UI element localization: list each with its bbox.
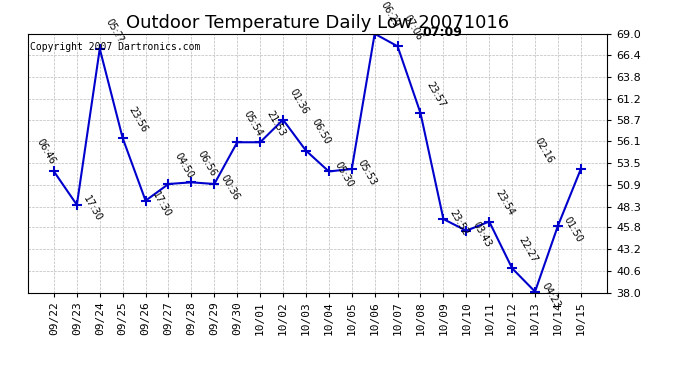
Text: 02:16: 02:16	[532, 136, 555, 165]
Text: 05:??: 05:??	[104, 17, 126, 45]
Text: 04:50: 04:50	[172, 151, 195, 180]
Text: 05:30: 05:30	[333, 160, 355, 189]
Text: 06:29: 06:29	[379, 0, 402, 30]
Text: 07:09: 07:09	[422, 26, 462, 39]
Text: 07:06: 07:06	[402, 13, 424, 42]
Text: 23:54: 23:54	[493, 188, 516, 218]
Text: 00:36: 00:36	[219, 173, 241, 202]
Text: 06:50: 06:50	[310, 117, 333, 147]
Text: 06:56: 06:56	[195, 149, 218, 178]
Text: 23:56: 23:56	[127, 105, 150, 134]
Text: 01:36: 01:36	[287, 87, 310, 116]
Text: 06:46: 06:46	[34, 137, 57, 166]
Text: 03:43: 03:43	[471, 220, 493, 249]
Text: Copyright 2007 Dartronics.com: Copyright 2007 Dartronics.com	[30, 42, 201, 51]
Title: Outdoor Temperature Daily Low 20071016: Outdoor Temperature Daily Low 20071016	[126, 14, 509, 32]
Text: 21:53: 21:53	[264, 109, 287, 138]
Text: 23:57: 23:57	[424, 80, 447, 109]
Text: 01:50: 01:50	[562, 214, 584, 244]
Text: 05:54: 05:54	[241, 109, 264, 138]
Text: 05:53: 05:53	[356, 158, 379, 187]
Text: 22:27: 22:27	[516, 235, 539, 264]
Text: 23:52: 23:52	[448, 208, 471, 237]
Text: 04:23: 04:23	[539, 280, 562, 310]
Text: 17:30: 17:30	[81, 194, 104, 223]
Text: 17:30: 17:30	[150, 190, 172, 219]
